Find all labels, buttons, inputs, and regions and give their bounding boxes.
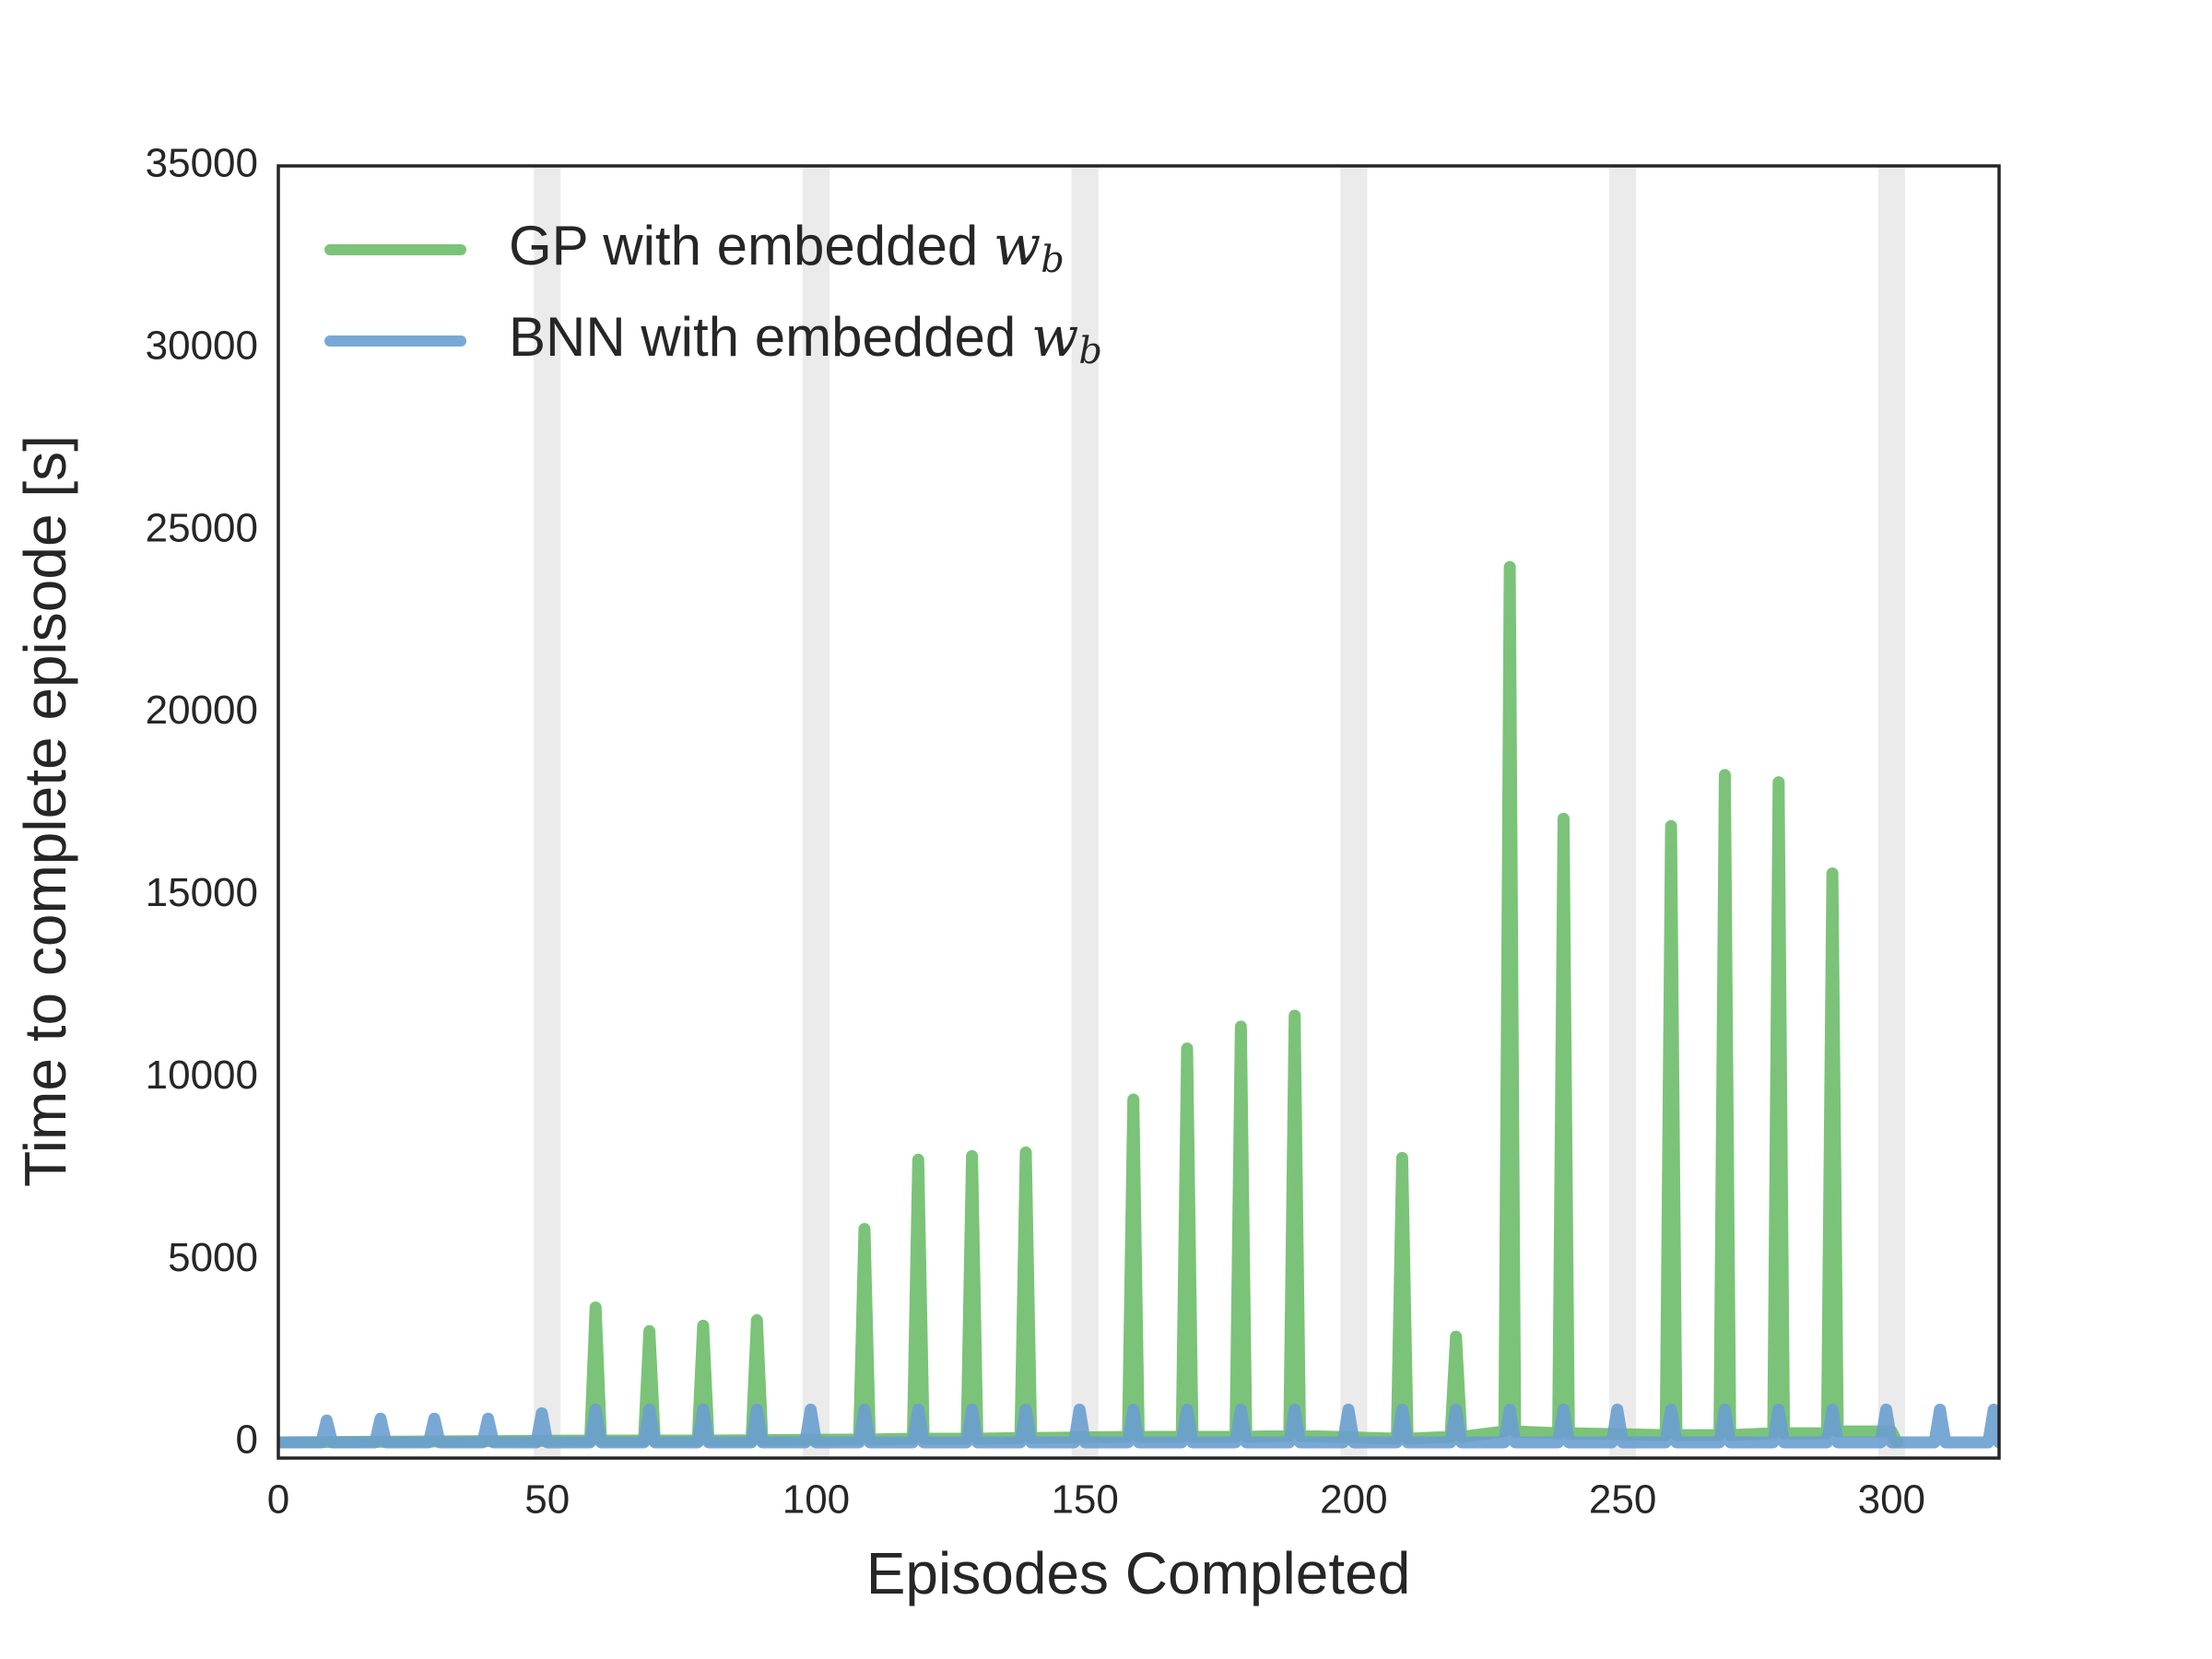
shaded-band [1071,166,1099,1458]
x-tick-label: 0 [267,1477,289,1523]
y-tick-label: 10000 [146,1053,258,1098]
y-tick-label: 15000 [146,870,258,915]
y-tick-label: 25000 [146,505,258,550]
x-tick-label: 50 [524,1477,570,1523]
shaded-band [1877,166,1905,1458]
plot-frame [276,164,2001,1460]
legend-label: BNN with embedded wb [509,305,1102,372]
x-tick-label: 100 [782,1477,850,1523]
shaded-band [1609,166,1637,1458]
shaded-band [802,166,830,1458]
x-tick-label: 300 [1858,1477,1925,1523]
shaded-band [534,166,561,1458]
y-tick-label: 35000 [146,141,258,186]
y-tick-label: 20000 [146,688,258,733]
x-tick-label: 250 [1589,1477,1656,1523]
data-line [278,1403,1999,1449]
plot-area [278,166,1999,1458]
y-axis-label: Time to complete episode [s] [12,435,78,1187]
legend-label: GP with embedded wb [509,214,1065,281]
y-tick-label: 5000 [168,1235,258,1280]
y-tick-label: 30000 [146,323,258,368]
x-tick-label: 150 [1051,1477,1118,1523]
x-tick-label: 200 [1320,1477,1387,1523]
y-tick-label: 0 [236,1418,258,1463]
shaded-band [1340,166,1368,1458]
x-axis-label: Episodes Completed [866,1540,1411,1606]
